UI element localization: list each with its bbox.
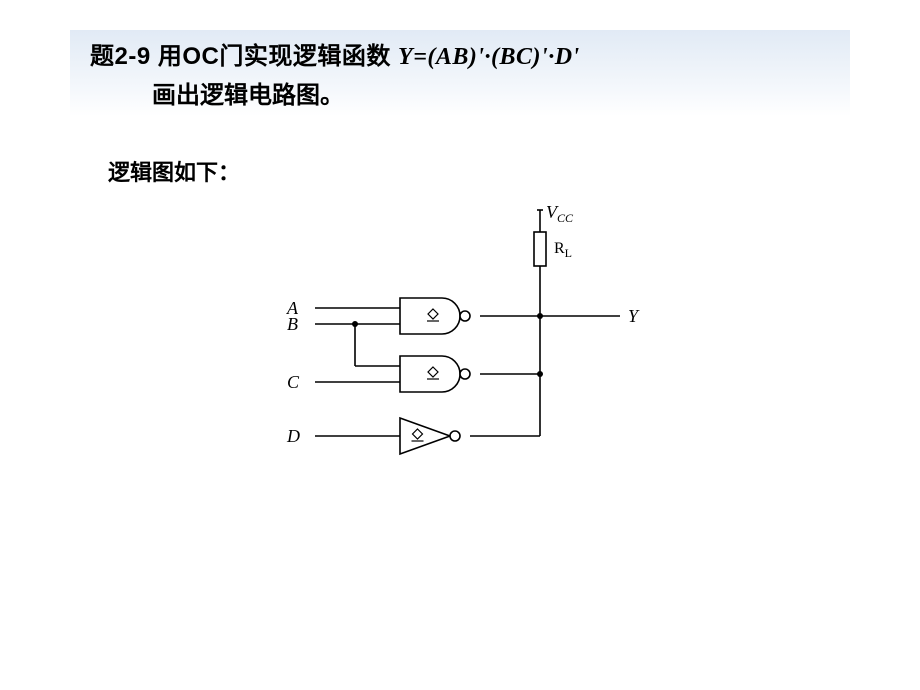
svg-text:D: D (286, 426, 300, 446)
diagram-heading: 逻辑图如下： (108, 155, 240, 187)
svg-text:C: C (287, 372, 300, 392)
question-text-1: 用OC门实现逻辑函数 (151, 43, 398, 70)
svg-text:VCC: VCC (546, 202, 574, 225)
question-formula: Y=(AB)'·(BC)'·D' (398, 44, 580, 70)
question-line-1: 题2-9 用OC门实现逻辑函数 Y=(AB)'·(BC)'·D' (90, 36, 830, 71)
logic-circuit-diagram: RLVCCABCDY (250, 200, 670, 500)
question-header: 题2-9 用OC门实现逻辑函数 Y=(AB)'·(BC)'·D' 画出逻辑电路图… (70, 30, 850, 116)
svg-text:B: B (287, 314, 298, 334)
svg-text:Y: Y (628, 306, 640, 326)
svg-text:RL: RL (554, 240, 572, 260)
question-line-2: 画出逻辑电路图。 (152, 75, 830, 110)
question-number: 题2-9 (90, 43, 151, 70)
circuit-svg: RLVCCABCDY (250, 200, 670, 500)
